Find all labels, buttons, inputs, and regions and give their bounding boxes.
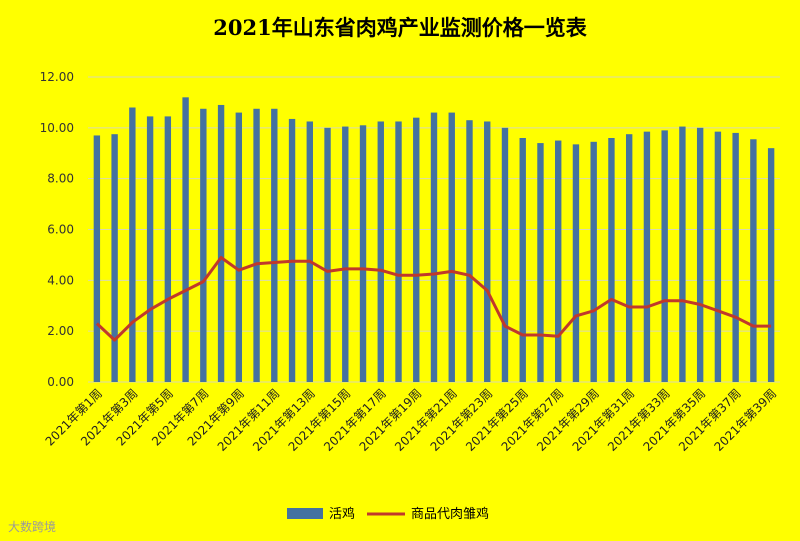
- x-tick-label: 2021年第21周: [392, 386, 460, 454]
- legend-label-chick: 商品代肉雏鸡: [411, 506, 489, 522]
- bar-series-live-chicken: [93, 97, 775, 383]
- series-line: [95, 256, 772, 342]
- bar: [306, 121, 313, 383]
- bar: [696, 127, 704, 382]
- bar: [430, 112, 438, 382]
- bar: [590, 141, 597, 382]
- bar: [217, 104, 225, 382]
- legend: 活鸡 商品代肉雏鸡: [287, 506, 489, 522]
- bar: [732, 132, 739, 382]
- y-tick-label: 2.00: [47, 324, 74, 338]
- x-tick-label: 2021年第15周: [286, 386, 354, 454]
- bar: [448, 112, 455, 382]
- bar: [625, 134, 633, 382]
- line-series-chick: [95, 256, 772, 342]
- watermark-text: 大数跨境: [8, 520, 57, 534]
- x-tick-label: 2021年第31周: [570, 386, 638, 454]
- bar: [342, 126, 349, 382]
- y-tick-label: 4.00: [47, 273, 74, 287]
- x-tick-label: 2021年第11周: [215, 386, 283, 454]
- x-tick-label: 2021年第33周: [605, 386, 673, 454]
- x-tick-label: 2021年第35周: [641, 386, 709, 454]
- y-tick-label: 8.00: [47, 172, 74, 186]
- bar: [235, 112, 243, 382]
- bar: [572, 144, 580, 382]
- legend-label-live-chicken: 活鸡: [329, 506, 355, 522]
- chart-title: 2021年山东省肉鸡产业监测价格一览表: [213, 15, 587, 40]
- bar: [608, 138, 615, 382]
- x-tick-label: 2021年第13周: [250, 386, 318, 454]
- bar: [767, 148, 775, 382]
- x-tick-label: 2021年第17周: [321, 386, 389, 454]
- bar: [253, 108, 260, 382]
- bar: [200, 108, 207, 382]
- bar: [164, 116, 172, 382]
- x-tick-label: 2021年第23周: [428, 386, 496, 454]
- x-tick-label: 2021年第25周: [463, 386, 531, 454]
- x-tick-label: 2021年第29周: [534, 386, 602, 454]
- y-axis-ticks: 0.00 2.00 4.00 6.00 8.00 10.00 12.00: [40, 70, 74, 389]
- bar: [501, 127, 509, 382]
- bar: [377, 121, 384, 383]
- bar: [146, 116, 154, 382]
- bar: [484, 121, 491, 383]
- bar: [93, 135, 101, 382]
- bar: [111, 134, 118, 382]
- bar: [288, 118, 296, 382]
- y-tick-label: 10.00: [40, 121, 74, 135]
- bar: [413, 117, 420, 383]
- bar: [324, 127, 331, 382]
- bar: [519, 138, 526, 382]
- bar: [271, 108, 278, 382]
- bar: [395, 121, 402, 383]
- bar: [555, 140, 562, 382]
- bar: [129, 107, 136, 382]
- y-tick-label: 6.00: [47, 223, 74, 237]
- bar: [466, 120, 473, 382]
- bar: [661, 130, 668, 382]
- bar: [750, 139, 757, 382]
- x-tick-label: 2021年第27周: [499, 386, 567, 454]
- x-axis-ticks: 2021年第1周2021年第3周2021年第5周2021年第7周2021年第9周…: [43, 386, 780, 454]
- bar: [182, 97, 189, 382]
- bar: [537, 143, 544, 382]
- x-tick-label: 2021年第37周: [676, 386, 744, 454]
- y-tick-label: 12.00: [40, 70, 74, 84]
- y-tick-label: 0.00: [47, 375, 74, 389]
- legend-swatch-bar: [287, 508, 323, 519]
- bar: [359, 125, 367, 383]
- bar: [643, 131, 651, 382]
- x-tick-label: 2021年第39周: [711, 386, 779, 454]
- bar: [679, 126, 686, 382]
- x-tick-label: 2021年第19周: [357, 386, 425, 454]
- bar: [714, 131, 722, 382]
